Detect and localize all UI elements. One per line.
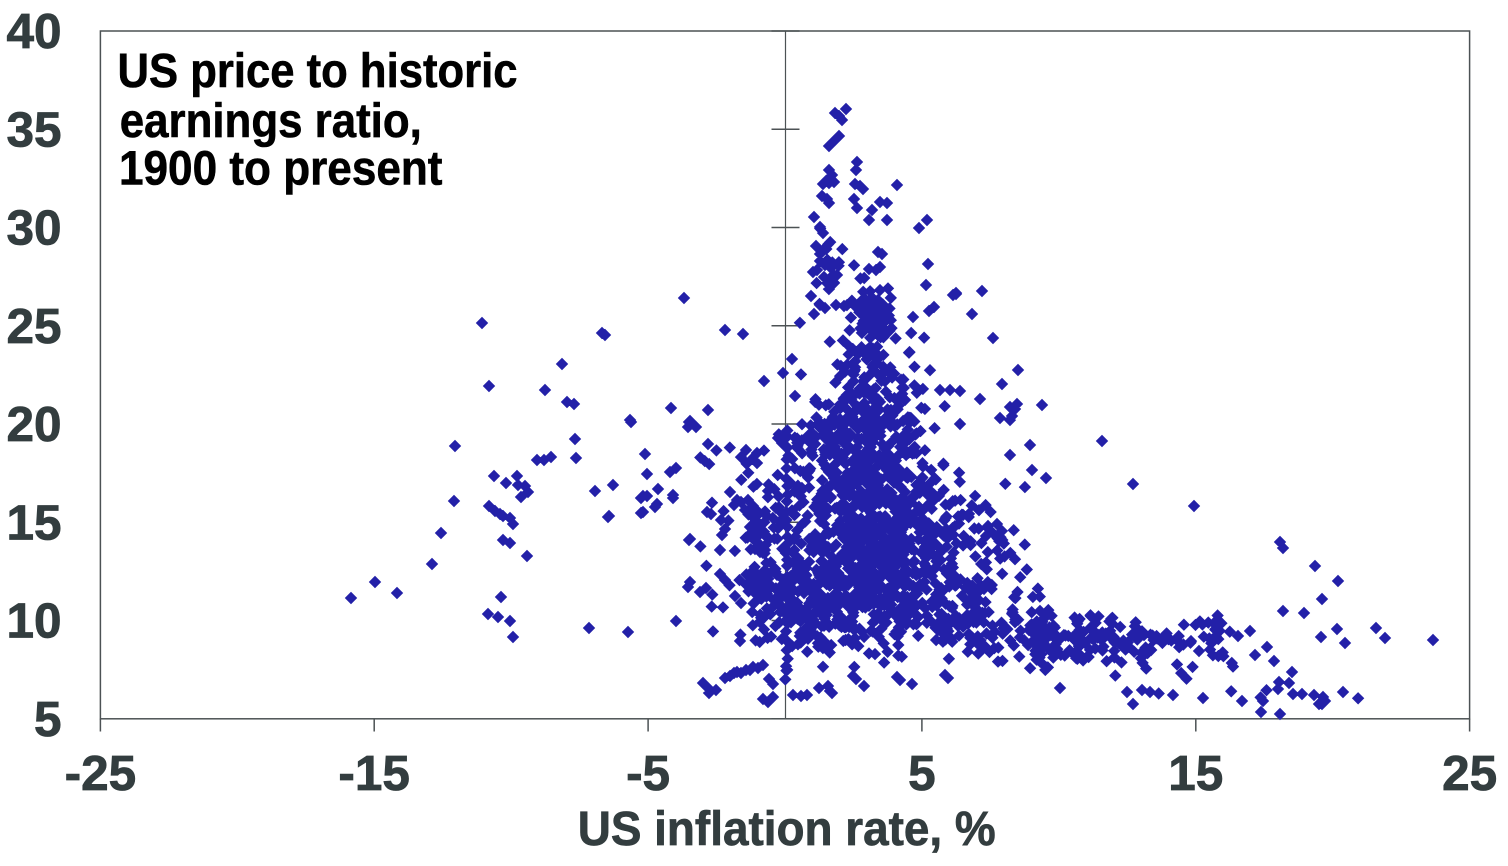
svg-text:30: 30: [6, 201, 61, 256]
svg-text:25: 25: [1442, 746, 1497, 801]
svg-text:1900 to present: 1900 to present: [119, 142, 443, 196]
svg-text:15: 15: [6, 495, 61, 550]
svg-text:40: 40: [6, 4, 61, 59]
svg-text:5: 5: [34, 692, 62, 747]
svg-text:-15: -15: [338, 746, 410, 801]
svg-text:-25: -25: [65, 746, 137, 801]
svg-text:US price to historic: US price to historic: [118, 44, 518, 98]
svg-text:25: 25: [6, 299, 61, 354]
svg-text:earnings ratio,: earnings ratio,: [120, 94, 422, 148]
svg-text:10: 10: [6, 594, 61, 649]
svg-text:35: 35: [6, 102, 61, 157]
svg-text:5: 5: [908, 746, 936, 801]
svg-text:20: 20: [6, 397, 61, 452]
svg-text:15: 15: [1168, 746, 1223, 801]
svg-text:US inflation rate, %: US inflation rate, %: [578, 802, 996, 856]
svg-text:-5: -5: [626, 746, 670, 801]
